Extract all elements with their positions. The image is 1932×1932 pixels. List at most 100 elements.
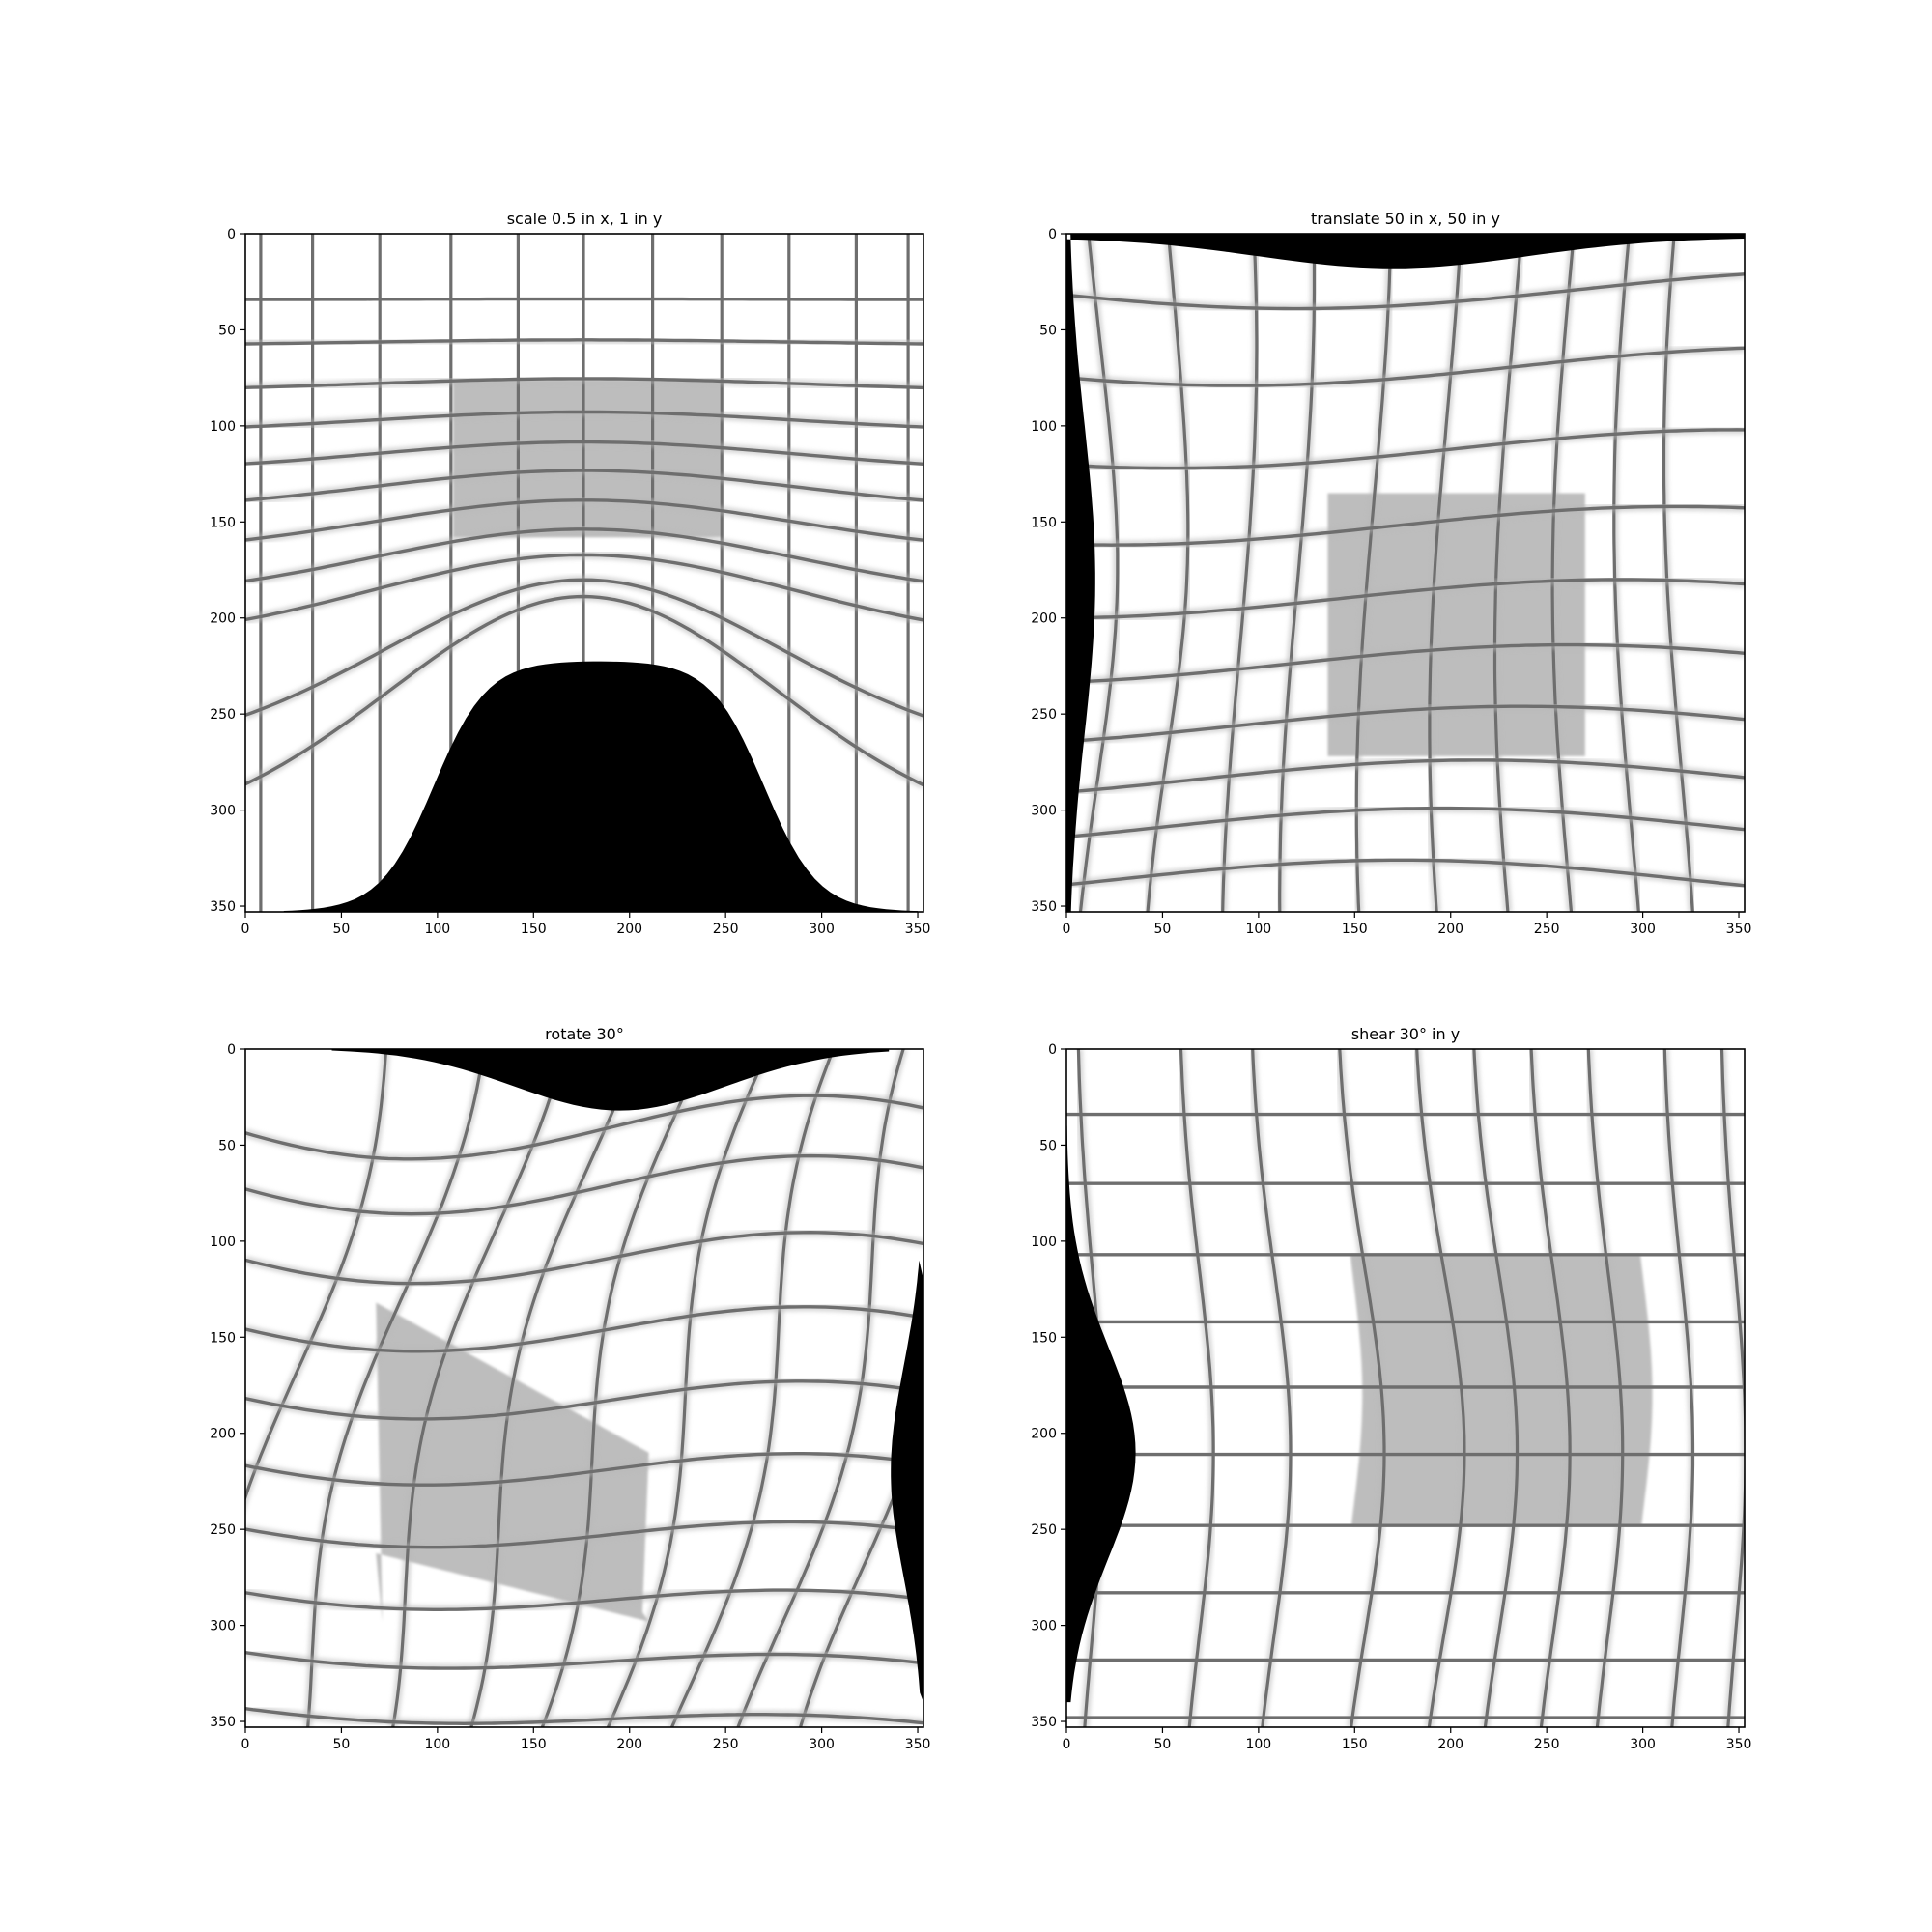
grid-line-horizontal (1066, 578, 1745, 620)
grid-line-horizontal (245, 1379, 923, 1421)
grid-line-horizontal (245, 440, 923, 466)
y-tick-label: 250 (1031, 1522, 1057, 1538)
grid-line-horizontal (245, 377, 923, 390)
grid-line-horizontal (245, 1305, 923, 1353)
x-tick-label: 0 (242, 1737, 250, 1752)
grid-line-horizontal (1066, 272, 1745, 311)
y-tick-label: 0 (227, 1042, 236, 1058)
grid-line-horizontal (1066, 858, 1745, 888)
grid-line-vertical (1492, 234, 1523, 912)
y-tick-label: 200 (1031, 1427, 1057, 1442)
x-tick-label: 350 (1726, 922, 1752, 937)
grid-line-vertical (245, 1049, 388, 1502)
x-tick-label: 300 (809, 922, 835, 937)
y-tick-label: 300 (210, 1619, 236, 1634)
grid-line-horizontal (245, 1707, 923, 1726)
y-tick-label: 250 (210, 707, 236, 723)
grid-line-horizontal (1066, 642, 1745, 684)
y-tick-label: 50 (1039, 323, 1057, 338)
grid-line-horizontal (245, 1588, 923, 1611)
x-tick-label: 250 (713, 1737, 739, 1752)
grid-line-vertical (1662, 234, 1694, 912)
panel-title: translate 50 in x, 50 in y (1311, 210, 1500, 228)
y-tick-label: 50 (218, 323, 236, 338)
axes-frame (244, 1048, 924, 1728)
axes-frame (1065, 233, 1746, 913)
grid-line-vertical (391, 1049, 566, 1727)
y-tick-label: 250 (210, 1522, 236, 1538)
x-tick-label: 50 (333, 922, 351, 937)
y-tick-label: 350 (210, 1715, 236, 1730)
x-tick-label: 0 (1063, 1737, 1071, 1752)
x-tick-label: 250 (1534, 1737, 1560, 1752)
grid-line-vertical (1278, 234, 1317, 912)
grid-line-horizontal (245, 1094, 923, 1161)
panel-3: rotate 30° 0 50 100 150 200 250 300 350 0 50 100 150… (210, 1025, 930, 1752)
y-tick-label: 200 (210, 1427, 236, 1442)
axes-frame (244, 233, 924, 913)
y-tick-label: 300 (210, 804, 236, 819)
x-tick-label: 300 (1630, 1737, 1656, 1752)
grid-line-vertical (1354, 234, 1393, 912)
x-tick-label: 250 (713, 922, 739, 937)
x-tick-label: 250 (1534, 922, 1560, 937)
x-tick-label: 0 (242, 922, 250, 937)
grid-line-horizontal (245, 1651, 923, 1670)
y-tick-label: 350 (1031, 1715, 1057, 1730)
grid-line-horizontal (1066, 704, 1745, 744)
shaded-square (1327, 493, 1585, 756)
y-tick-label: 300 (1031, 1619, 1057, 1634)
y-tick-label: 150 (210, 515, 236, 530)
grid-lines (1066, 1049, 1745, 1727)
warped-image (1066, 1049, 1745, 1727)
panel-2: translate 50 in x, 50 in y 0 50 100 150 200 25… (1031, 210, 1751, 937)
grid-line-horizontal (245, 527, 923, 583)
x-tick-label: 350 (905, 922, 931, 937)
grid-line-horizontal (1066, 504, 1745, 547)
grid-line-horizontal (1066, 428, 1745, 470)
grid-line-vertical (1078, 234, 1120, 912)
x-tick-label: 200 (616, 922, 642, 937)
y-tick-label: 50 (218, 1138, 236, 1153)
grid-line-vertical (469, 1049, 639, 1727)
x-tick-label: 300 (809, 1737, 835, 1752)
x-tick-label: 200 (1437, 1737, 1463, 1752)
y-tick-label: 0 (1048, 1042, 1057, 1058)
panel-4: shear 30° in y 0 50 100 150 200 250 300 350 0 50 10… (1031, 1025, 1751, 1752)
grid-line-horizontal (245, 1520, 923, 1549)
y-tick-label: 0 (227, 227, 236, 242)
panel-title: scale 0.5 in x, 1 in y (507, 210, 663, 228)
y-tick-label: 100 (210, 1235, 236, 1250)
y-tick-label: 200 (210, 611, 236, 627)
grid-line-horizontal (245, 410, 923, 429)
warped-image (245, 1049, 923, 1727)
x-tick-label: 150 (1342, 1737, 1368, 1752)
y-tick-label: 150 (1031, 1330, 1057, 1346)
grid-line-horizontal (245, 338, 923, 346)
black-void-region (1066, 1125, 1136, 1703)
y-tick-label: 100 (1031, 419, 1057, 435)
grid-lines (245, 1049, 923, 1727)
x-tick-label: 100 (1245, 922, 1271, 937)
grid-line-vertical (1221, 234, 1259, 912)
grid-line-vertical (670, 1049, 836, 1727)
grid-line-horizontal (245, 469, 923, 502)
x-tick-label: 200 (616, 1737, 642, 1752)
black-void-region (283, 661, 918, 912)
grid-line-vertical (1612, 234, 1640, 912)
grid-line-horizontal (245, 1452, 923, 1487)
y-tick-label: 200 (1031, 611, 1057, 627)
panel-title: shear 30° in y (1351, 1025, 1460, 1043)
y-tick-label: 350 (210, 899, 236, 915)
grid-line-horizontal (245, 1153, 923, 1216)
grid-line-horizontal (245, 553, 923, 622)
grid-line-vertical (799, 1409, 923, 1727)
grid-line-horizontal (245, 1230, 923, 1286)
y-tick-label: 50 (1039, 1138, 1057, 1153)
x-tick-label: 50 (1154, 922, 1172, 937)
grid-line-horizontal (245, 578, 923, 718)
axes-frame (1065, 1048, 1746, 1728)
x-tick-label: 50 (333, 1737, 351, 1752)
x-tick-label: 100 (424, 922, 450, 937)
y-tick-label: 100 (210, 419, 236, 435)
